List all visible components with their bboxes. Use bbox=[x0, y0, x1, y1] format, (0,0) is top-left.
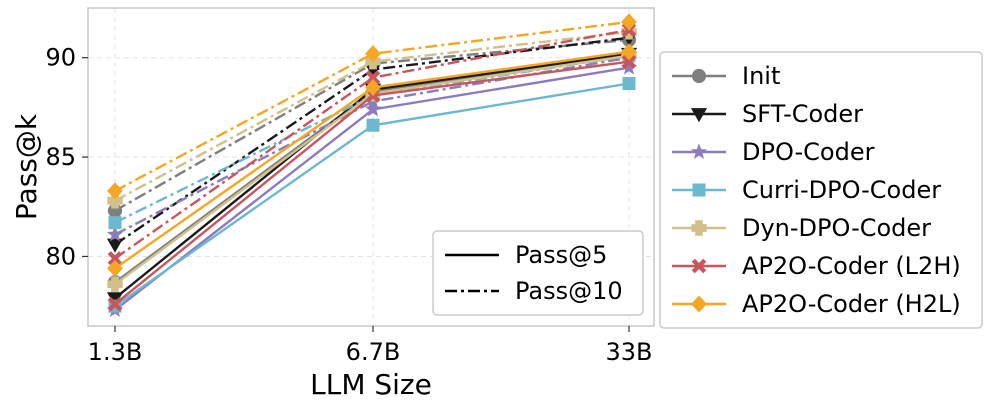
series-legend-box bbox=[659, 51, 983, 329]
legend-label-pass10: Pass@10 bbox=[515, 277, 623, 305]
legend-marker bbox=[691, 220, 707, 236]
plot-frame bbox=[87, 7, 655, 327]
legend-marker bbox=[691, 258, 707, 274]
data-point bbox=[107, 259, 123, 277]
data-point bbox=[107, 182, 123, 200]
legend-entry: AP2O-Coder (H2L) bbox=[672, 290, 961, 318]
legend-label: Dyn-DPO-Coder bbox=[742, 214, 931, 242]
legend-entry: Init bbox=[672, 62, 780, 90]
x-tick-label: 1.3B bbox=[88, 338, 143, 366]
data-point bbox=[107, 276, 123, 292]
x-tick-label: 33B bbox=[605, 338, 652, 366]
legend-entry: AP2O-Coder (L2H) bbox=[672, 252, 961, 280]
y-tick-label: 85 bbox=[45, 143, 76, 171]
legend-marker bbox=[691, 68, 707, 84]
data-point bbox=[622, 77, 636, 91]
y-tick-label: 90 bbox=[45, 44, 76, 72]
data-point bbox=[365, 70, 381, 85]
legend-entry: SFT-Coder bbox=[672, 100, 863, 128]
legend-label: Curri-DPO-Coder bbox=[742, 176, 941, 204]
legend-label: DPO-Coder bbox=[742, 138, 875, 166]
data-point bbox=[106, 238, 124, 253]
data-point bbox=[366, 118, 380, 132]
line-style-legend: Pass@5 Pass@10 bbox=[432, 230, 644, 316]
series-legend: Init SFT-Coder DPO-Coder Curri-DPO-Coder Dyn… bbox=[659, 51, 983, 329]
y-tick-label: 80 bbox=[45, 242, 76, 270]
legend-label: AP2O-Coder (H2L) bbox=[742, 290, 961, 318]
legend-marker bbox=[690, 108, 708, 123]
series-layer bbox=[106, 13, 638, 318]
data-point bbox=[107, 296, 123, 312]
legend-entry: Dyn-DPO-Coder bbox=[672, 214, 931, 242]
legend-label: SFT-Coder bbox=[742, 100, 863, 128]
data-point bbox=[365, 45, 381, 63]
data-point bbox=[108, 216, 122, 230]
data-point bbox=[364, 100, 382, 117]
data-point bbox=[106, 226, 124, 242]
legend-label-pass5: Pass@5 bbox=[515, 241, 607, 269]
data-point bbox=[365, 78, 381, 97]
x-tick-label: 6.7B bbox=[346, 338, 401, 366]
series-ap2o-coder-h2l bbox=[107, 13, 637, 277]
line-style-legend-box bbox=[432, 230, 644, 316]
data-point bbox=[107, 193, 123, 209]
data-point bbox=[621, 13, 637, 31]
legend-entry: DPO-Coder bbox=[672, 138, 875, 166]
legend-label: AP2O-Coder (L2H) bbox=[742, 252, 961, 280]
y-axis-label: Pass@k bbox=[10, 113, 43, 220]
legend-label: Init bbox=[742, 62, 780, 90]
legend-marker bbox=[690, 143, 708, 159]
legend-entry: Curri-DPO-Coder bbox=[672, 176, 941, 204]
legend-marker bbox=[692, 183, 706, 197]
data-point bbox=[621, 43, 637, 61]
ticks: 1.3B 6.7B 33B 80 85 90 bbox=[45, 44, 652, 366]
x-axis-label: LLM Size bbox=[310, 368, 432, 401]
pass10-line bbox=[114, 36, 630, 246]
legend-marker bbox=[691, 295, 707, 313]
